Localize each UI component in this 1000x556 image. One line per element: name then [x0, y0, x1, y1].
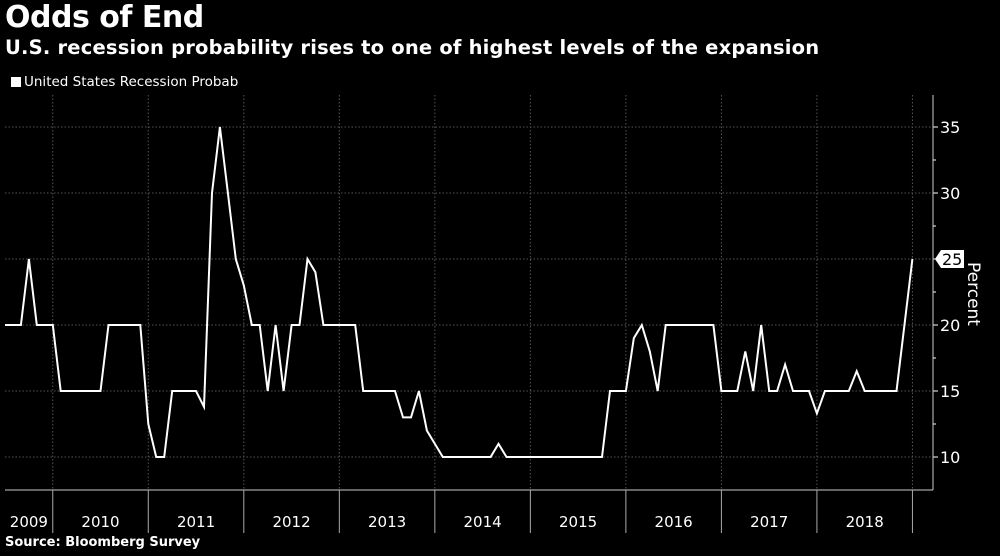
legend-swatch-icon	[11, 77, 21, 87]
last-value-tag	[935, 250, 964, 268]
x-tick-label: 2016	[655, 513, 693, 531]
x-tick-label: 2009	[10, 513, 48, 531]
y-tick-label: 30	[940, 184, 960, 203]
x-tick-label: 2015	[559, 513, 597, 531]
series-line	[5, 126, 914, 458]
y-tick-label: 15	[940, 382, 960, 401]
y-tick-label: 10	[940, 448, 960, 467]
x-tick-label: 2017	[750, 513, 788, 531]
y-tick-label: 20	[940, 316, 960, 335]
x-tick-label: 2010	[81, 513, 119, 531]
x-tick-label: 2018	[846, 513, 884, 531]
chart-title: Odds of End	[5, 0, 204, 35]
x-tick-label: 2013	[368, 513, 406, 531]
x-tick-label: 2014	[464, 513, 502, 531]
last-value-label: 25	[942, 250, 962, 269]
chart-subtitle: U.S. recession probability rises to one …	[5, 36, 820, 59]
y-axis-label: Percent	[963, 262, 983, 326]
x-tick-label: 2012	[272, 513, 310, 531]
legend: United States Recession Probab	[11, 74, 238, 90]
y-tick-label: 35	[940, 118, 960, 137]
x-tick-label: 2011	[177, 513, 215, 531]
source-note: Source: Bloomberg Survey	[5, 535, 201, 550]
legend-label: United States Recession Probab	[24, 74, 239, 90]
